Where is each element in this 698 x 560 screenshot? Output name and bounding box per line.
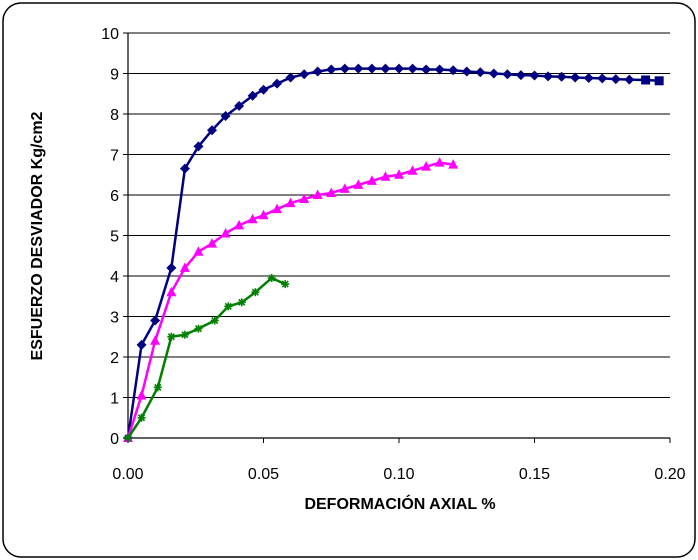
- data-point: [556, 71, 567, 82]
- data-point: [124, 434, 132, 442]
- x-tick-label: 0.15: [519, 466, 550, 483]
- data-point: [237, 298, 246, 307]
- data-point: [353, 179, 364, 189]
- data-point: [312, 66, 323, 77]
- y-tick-label: 10: [101, 26, 119, 43]
- data-point: [207, 238, 218, 248]
- data-point: [150, 335, 161, 345]
- data-point: [570, 72, 581, 83]
- data-point: [150, 315, 161, 326]
- data-point: [394, 63, 404, 74]
- data-point: [461, 66, 472, 77]
- data-point: [366, 63, 377, 74]
- data-point: [281, 280, 290, 289]
- data-point: [448, 65, 459, 76]
- data-point: [251, 288, 260, 297]
- data-point: [597, 73, 608, 84]
- data-point: [448, 159, 459, 169]
- data-point: [421, 64, 432, 75]
- data-point: [234, 100, 245, 111]
- y-tick-label: 4: [110, 269, 119, 286]
- data-point: [136, 339, 147, 350]
- plot-area: 0 1 2 3 4 5 6 7 8 9 10 0.00 0.05 0.10 0.15 0.20: [101, 26, 685, 483]
- data-point: [339, 183, 350, 193]
- y-tick-label: 5: [110, 229, 119, 246]
- data-point: [488, 68, 499, 79]
- data-point: [353, 63, 364, 74]
- data-point: [285, 197, 296, 208]
- data-point: [267, 274, 276, 283]
- x-axis-title: DEFORMACIÓN AXIAL %: [304, 494, 495, 513]
- data-point: [194, 324, 203, 333]
- data-point: [224, 302, 233, 311]
- data-point: [258, 84, 269, 95]
- x-tick-label: 0.00: [112, 466, 143, 483]
- y-tick-label: 2: [110, 350, 119, 367]
- data-point: [210, 316, 219, 325]
- data-point: [207, 125, 218, 136]
- data-point: [583, 72, 594, 83]
- y-tick-label: 0: [110, 431, 119, 448]
- data-point: [247, 90, 258, 101]
- data-point: [299, 69, 310, 80]
- data-point: [654, 76, 664, 86]
- data-point: [543, 71, 554, 82]
- data-point: [299, 193, 310, 204]
- data-point: [380, 63, 391, 74]
- data-point: [529, 70, 540, 81]
- data-point: [515, 70, 526, 81]
- x-tick-label: 0.05: [248, 466, 279, 483]
- data-point: [421, 161, 432, 171]
- data-point: [166, 262, 177, 273]
- data-point: [434, 157, 445, 167]
- series-line-1: [126, 67, 660, 439]
- data-point: [247, 213, 258, 224]
- data-point: [326, 187, 337, 197]
- data-point: [220, 111, 231, 122]
- data-point: [641, 75, 651, 85]
- data-point: [502, 69, 513, 80]
- data-point: [167, 332, 176, 341]
- data-point: [339, 63, 350, 74]
- data-point: [136, 389, 147, 400]
- data-point: [407, 165, 418, 175]
- data-point: [326, 64, 337, 75]
- data-point: [258, 209, 269, 220]
- data-point: [179, 262, 190, 272]
- x-tick-label: 0.20: [654, 466, 685, 483]
- data-point: [166, 286, 177, 297]
- data-point: [193, 246, 204, 256]
- data-point: [272, 78, 283, 89]
- data-point: [434, 64, 445, 75]
- data-point: [610, 74, 621, 85]
- data-point: [285, 72, 296, 83]
- data-point: [137, 413, 146, 422]
- data-point: [153, 383, 162, 392]
- y-tick-label: 1: [110, 391, 119, 408]
- y-tick-label: 6: [110, 188, 119, 205]
- y-tick-label: 9: [110, 67, 119, 84]
- data-point: [193, 141, 204, 152]
- data-point: [624, 74, 635, 85]
- data-point: [380, 171, 391, 181]
- y-tick-label: 7: [110, 148, 119, 165]
- y-tick-label: 8: [110, 107, 119, 124]
- data-point: [272, 203, 283, 214]
- data-point: [475, 67, 486, 78]
- y-axis-title: ESFUERZO DESVIADOR Kg/cm2: [29, 111, 46, 360]
- data-point: [366, 175, 377, 185]
- data-point: [220, 227, 231, 238]
- data-point: [179, 163, 190, 174]
- data-point: [394, 169, 404, 179]
- data-point: [234, 219, 245, 230]
- y-tick-label: 3: [110, 310, 119, 327]
- x-tick-label: 0.10: [383, 466, 414, 483]
- data-point: [180, 330, 189, 339]
- data-point: [407, 63, 418, 74]
- data-point: [312, 189, 323, 199]
